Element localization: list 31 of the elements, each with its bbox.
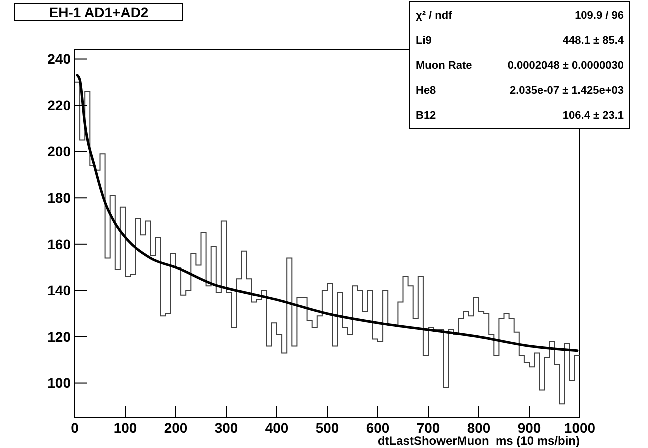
x-tick-label: 700 (416, 420, 440, 436)
annotation: 106.4 ± 23.1 (562, 110, 624, 122)
y-tick-label: 180 (48, 190, 72, 206)
x-axis-title: dtLastShowerMuon_ms (10 ms/bin) (378, 434, 580, 448)
x-tick-label: 1000 (564, 420, 596, 436)
y-tick-label: 100 (48, 375, 72, 392)
x-tick-label: 500 (316, 420, 340, 436)
y-tick-label: 120 (48, 328, 72, 345)
text: Li9 (416, 35, 432, 47)
annotation: He8 (416, 85, 436, 97)
x-tick-label: 200 (164, 420, 188, 436)
y-tick-label: 240 (48, 51, 72, 68)
y-tick-label: 220 (48, 97, 72, 114)
text: 109.9 / 96 (575, 10, 624, 22)
annotation: 2.035e-07 ± 1.425e+03 (510, 85, 624, 97)
x-tick-label: 300 (214, 420, 238, 436)
x-tick-label: 400 (265, 420, 289, 436)
text: 448.1 ± 85.4 (562, 35, 625, 47)
annotation: Muon Rate (416, 60, 472, 72)
x-tick-label: 0 (71, 420, 80, 436)
x-tick-label: 600 (366, 420, 390, 436)
y-tick-label: 140 (48, 282, 72, 299)
annotation: 0.0002048 ± 0.0000030 (508, 60, 624, 72)
y-tick-label: 200 (48, 144, 72, 160)
text: χ² / ndf (416, 10, 453, 22)
x-tick-label: 900 (518, 420, 542, 436)
x-tick-label: 100 (114, 420, 138, 436)
annotation: B12 (416, 110, 436, 122)
x-tick-label: 800 (467, 420, 491, 436)
y-tick-label: 160 (48, 236, 72, 252)
chart-title: EH-1 AD1+AD2 (49, 4, 149, 20)
